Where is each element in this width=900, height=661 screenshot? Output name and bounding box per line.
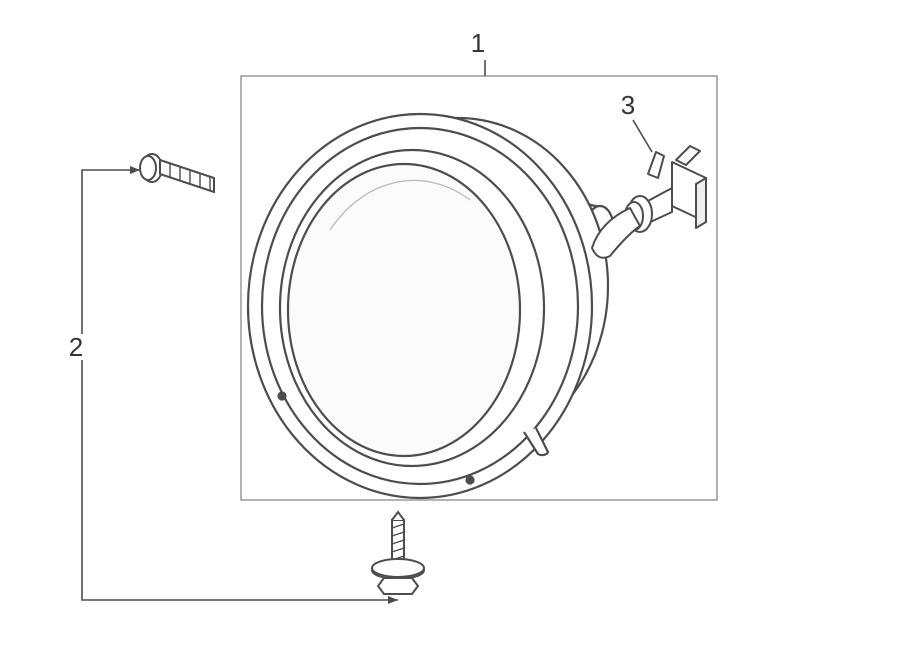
callout-2: 2 — [69, 332, 83, 362]
callout-3: 3 — [621, 90, 635, 120]
mounting-screw-top — [140, 154, 214, 192]
callout-1: 1 — [471, 28, 485, 58]
locator-dot — [467, 477, 474, 484]
fog-lamp-assembly — [248, 114, 614, 498]
locator-dot — [279, 393, 286, 400]
lens — [288, 164, 520, 456]
bulb-socket — [592, 146, 706, 258]
parts-diagram: 1 2 3 — [0, 0, 900, 661]
mounting-bolt-bottom — [372, 512, 424, 594]
